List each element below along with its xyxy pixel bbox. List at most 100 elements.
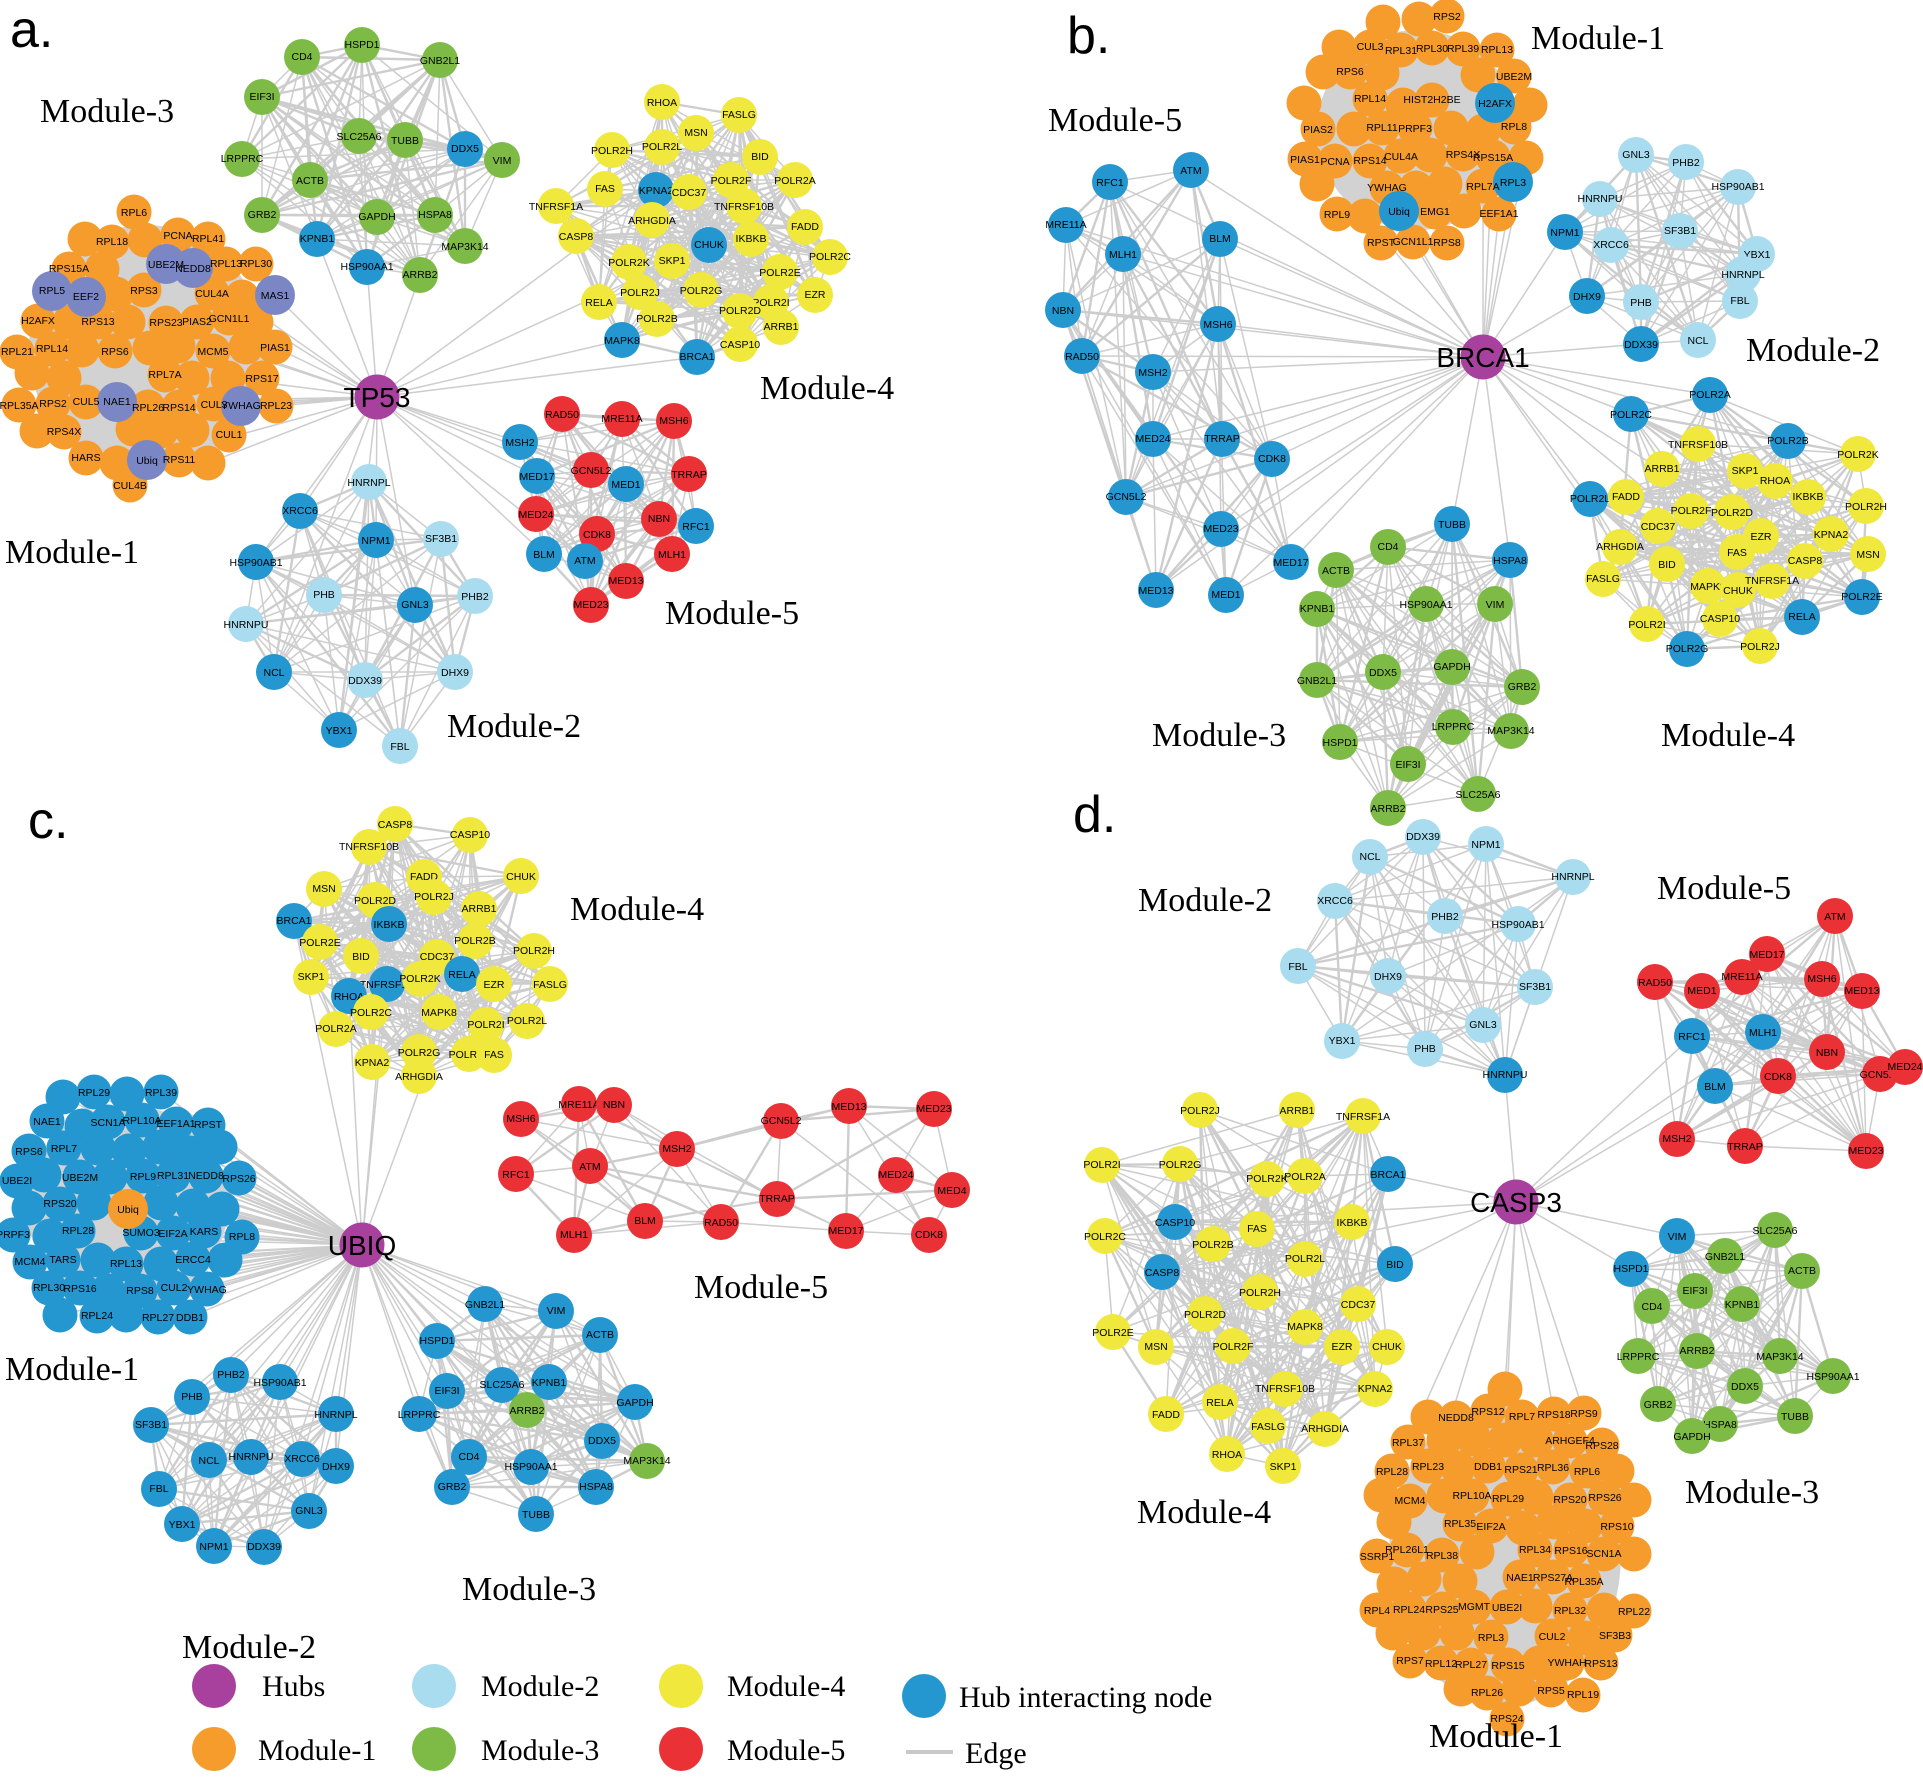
svg-text:RPL35A: RPL35A bbox=[1564, 1576, 1603, 1588]
svg-text:DDX39: DDX39 bbox=[247, 1541, 281, 1553]
svg-text:a.: a. bbox=[10, 1, 53, 59]
svg-text:UBE2I: UBE2I bbox=[1492, 1602, 1522, 1614]
svg-text:HNRNPL: HNRNPL bbox=[347, 477, 390, 489]
svg-text:POLR2K: POLR2K bbox=[1837, 449, 1878, 461]
svg-text:FAS: FAS bbox=[595, 183, 615, 195]
svg-text:RFC1: RFC1 bbox=[502, 1169, 530, 1181]
svg-text:RPL13: RPL13 bbox=[210, 258, 242, 270]
svg-text:FAS: FAS bbox=[1247, 1223, 1267, 1235]
svg-text:GCN1L1: GCN1L1 bbox=[209, 313, 250, 325]
svg-text:CD4: CD4 bbox=[1641, 1301, 1662, 1313]
svg-text:HSP90AA1: HSP90AA1 bbox=[1806, 1371, 1859, 1383]
svg-text:KPNA2: KPNA2 bbox=[639, 185, 674, 197]
svg-text:POLR2F: POLR2F bbox=[1213, 1341, 1254, 1353]
svg-text:BID: BID bbox=[751, 151, 769, 163]
svg-text:RPL24: RPL24 bbox=[1393, 1604, 1425, 1616]
svg-text:NPM1: NPM1 bbox=[199, 1541, 228, 1553]
svg-text:Ubiq: Ubiq bbox=[1388, 206, 1410, 218]
svg-text:POLR2A: POLR2A bbox=[774, 175, 815, 187]
svg-text:MSN: MSN bbox=[684, 127, 707, 139]
svg-text:TRRAP: TRRAP bbox=[671, 469, 707, 481]
svg-text:RPS27A: RPS27A bbox=[1533, 1572, 1573, 1584]
svg-text:RPS16: RPS16 bbox=[1554, 1545, 1587, 1557]
svg-text:Ubiq: Ubiq bbox=[117, 1204, 139, 1216]
svg-text:RPL11: RPL11 bbox=[1366, 122, 1397, 134]
svg-text:KPNA2: KPNA2 bbox=[355, 1057, 390, 1069]
svg-text:Module-4: Module-4 bbox=[760, 370, 894, 407]
svg-text:RPL5: RPL5 bbox=[39, 285, 65, 297]
svg-text:POLR2I: POLR2I bbox=[467, 1019, 504, 1031]
svg-text:KPNB1: KPNB1 bbox=[300, 233, 335, 245]
svg-text:VIM: VIM bbox=[1668, 1231, 1687, 1243]
svg-text:POLR2L: POLR2L bbox=[642, 141, 682, 153]
svg-text:POLR2G: POLR2G bbox=[398, 1047, 441, 1059]
svg-text:NCL: NCL bbox=[198, 1455, 219, 1467]
svg-text:POLR2A: POLR2A bbox=[315, 1023, 356, 1035]
svg-text:RPL13: RPL13 bbox=[1481, 44, 1513, 56]
svg-text:MAP3K14: MAP3K14 bbox=[1756, 1351, 1803, 1363]
svg-text:CASP8: CASP8 bbox=[378, 819, 413, 831]
svg-text:POLR2K: POLR2K bbox=[1246, 1173, 1287, 1185]
svg-text:POLR2H: POLR2H bbox=[513, 945, 555, 957]
svg-text:MGMT: MGMT bbox=[1458, 1601, 1491, 1613]
svg-text:SF3B3: SF3B3 bbox=[1599, 1630, 1631, 1642]
svg-text:BLM: BLM bbox=[1704, 1081, 1726, 1093]
svg-text:ARRB1: ARRB1 bbox=[1644, 463, 1679, 475]
svg-text:HSP90AB1: HSP90AB1 bbox=[253, 1377, 306, 1389]
svg-text:RPS20: RPS20 bbox=[1553, 1494, 1586, 1506]
svg-text:SKP1: SKP1 bbox=[298, 971, 325, 983]
svg-text:Module-1: Module-1 bbox=[1531, 20, 1665, 57]
svg-text:RPL24: RPL24 bbox=[81, 1310, 113, 1322]
svg-text:UBIQ: UBIQ bbox=[328, 1230, 396, 1261]
svg-text:TUBB: TUBB bbox=[391, 135, 419, 147]
svg-text:RPST: RPST bbox=[1367, 237, 1396, 249]
svg-text:MED13: MED13 bbox=[831, 1101, 866, 1113]
svg-text:DDX5: DDX5 bbox=[1731, 1381, 1759, 1393]
svg-text:HSPD1: HSPD1 bbox=[419, 1335, 454, 1347]
svg-text:EIF3I: EIF3I bbox=[1395, 759, 1420, 771]
svg-text:POLR2L: POLR2L bbox=[1570, 493, 1610, 505]
svg-text:RPS2: RPS2 bbox=[39, 398, 67, 410]
svg-text:ATM: ATM bbox=[579, 1161, 600, 1173]
svg-text:RPL7: RPL7 bbox=[1509, 1411, 1535, 1423]
svg-text:IKBKB: IKBKB bbox=[736, 233, 767, 245]
svg-text:RELA: RELA bbox=[1788, 611, 1815, 623]
svg-text:RPL7: RPL7 bbox=[51, 1143, 77, 1155]
svg-text:MAS1: MAS1 bbox=[261, 290, 290, 302]
svg-text:POLR2F: POLR2F bbox=[1671, 505, 1712, 517]
svg-text:SKP1: SKP1 bbox=[1732, 465, 1759, 477]
svg-text:ARHGDIA: ARHGDIA bbox=[628, 215, 676, 227]
svg-text:LRPPRC: LRPPRC bbox=[1617, 1351, 1660, 1363]
svg-text:RPL41: RPL41 bbox=[192, 233, 224, 245]
svg-text:ACTB: ACTB bbox=[296, 175, 324, 187]
svg-text:FBL: FBL bbox=[1730, 295, 1749, 307]
svg-text:Module-5: Module-5 bbox=[1048, 102, 1182, 139]
svg-text:MAP3K14: MAP3K14 bbox=[623, 1455, 670, 1467]
svg-text:TNFRSF10B: TNFRSF10B bbox=[714, 201, 774, 213]
svg-text:SLC25A6: SLC25A6 bbox=[1753, 1225, 1798, 1237]
svg-text:RPL29: RPL29 bbox=[1492, 1493, 1524, 1505]
svg-text:MED17: MED17 bbox=[519, 471, 554, 483]
svg-text:GNB2L1: GNB2L1 bbox=[465, 1299, 505, 1311]
svg-text:POLR2B: POLR2B bbox=[1192, 1239, 1233, 1251]
svg-text:DHX9: DHX9 bbox=[1374, 971, 1402, 983]
svg-text:RPL10A: RPL10A bbox=[1452, 1490, 1491, 1502]
svg-text:POLR2B: POLR2B bbox=[454, 935, 495, 947]
svg-text:POLR2E: POLR2E bbox=[1841, 591, 1882, 603]
svg-text:XRCC6: XRCC6 bbox=[282, 505, 318, 517]
svg-text:RPS15A: RPS15A bbox=[49, 263, 89, 275]
svg-text:MAPK8: MAPK8 bbox=[604, 335, 640, 347]
svg-text:ARHGEF4: ARHGEF4 bbox=[1545, 1435, 1595, 1447]
svg-text:Module-3: Module-3 bbox=[1152, 717, 1286, 754]
svg-text:RPS8: RPS8 bbox=[1433, 237, 1461, 249]
svg-text:MLH1: MLH1 bbox=[560, 1229, 588, 1241]
svg-text:RPS7: RPS7 bbox=[1396, 1655, 1424, 1667]
svg-text:DDX39: DDX39 bbox=[1406, 831, 1440, 843]
svg-text:MRE11A: MRE11A bbox=[1721, 971, 1762, 983]
svg-text:POLR2E: POLR2E bbox=[299, 937, 340, 949]
svg-text:POLR2I: POLR2I bbox=[1628, 619, 1665, 631]
svg-text:RPL28: RPL28 bbox=[1376, 1466, 1408, 1478]
svg-text:RPL6: RPL6 bbox=[1574, 1466, 1600, 1478]
svg-text:RPS12: RPS12 bbox=[1471, 1406, 1504, 1418]
svg-text:KARS: KARS bbox=[190, 1226, 219, 1238]
